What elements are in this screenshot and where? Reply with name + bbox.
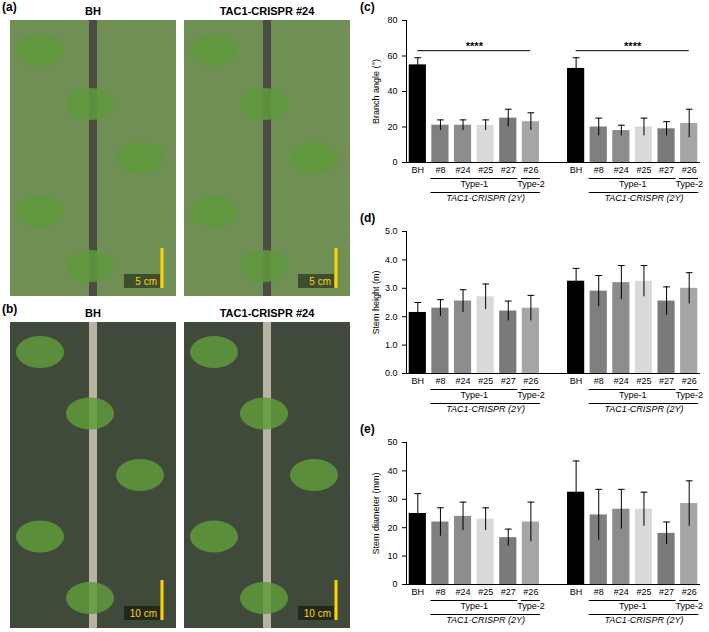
svg-text:#24: #24 xyxy=(614,165,629,175)
svg-text:TAC1-CRISPR (2Y): TAC1-CRISPR (2Y) xyxy=(446,404,525,414)
svg-text:5 cm: 5 cm xyxy=(309,276,331,287)
svg-text:3.0: 3.0 xyxy=(385,283,398,293)
svg-text:1.0: 1.0 xyxy=(385,340,398,350)
svg-text:#24: #24 xyxy=(614,587,629,597)
svg-text:#26: #26 xyxy=(682,376,697,386)
svg-text:TAC1-CRISPR (2Y): TAC1-CRISPR (2Y) xyxy=(605,404,684,414)
svg-text:Type-2: Type-2 xyxy=(675,390,703,400)
svg-text:5.0: 5.0 xyxy=(385,226,398,236)
html-text:(e): (e) xyxy=(360,422,375,436)
svg-text:Type-2: Type-2 xyxy=(675,601,703,611)
svg-text:10 cm: 10 cm xyxy=(304,608,331,619)
svg-text:Type-2: Type-2 xyxy=(517,390,545,400)
svg-text:BH: BH xyxy=(570,165,583,175)
svg-text:TAC1-CRISPR #24: TAC1-CRISPR #24 xyxy=(220,5,315,17)
svg-text:#24: #24 xyxy=(614,376,629,386)
svg-text:Type-1: Type-1 xyxy=(619,390,647,400)
svg-text:20: 20 xyxy=(387,523,397,533)
html-text:(c): (c) xyxy=(360,0,375,14)
svg-text:BH: BH xyxy=(412,376,425,386)
svg-text:BH: BH xyxy=(570,587,583,597)
svg-text:30: 30 xyxy=(387,494,397,504)
svg-text:#25: #25 xyxy=(636,376,651,386)
html-text:(a): (a) xyxy=(2,0,17,14)
svg-text:50: 50 xyxy=(387,437,397,447)
svg-text:TAC1-CRISPR (2Y): TAC1-CRISPR (2Y) xyxy=(605,193,684,203)
svg-text:80: 80 xyxy=(387,15,397,25)
svg-text:TAC1-CRISPR (2Y): TAC1-CRISPR (2Y) xyxy=(446,193,525,203)
svg-text:#25: #25 xyxy=(636,587,651,597)
svg-text:Stem diameter (mm): Stem diameter (mm) xyxy=(371,472,381,554)
svg-text:Type-1: Type-1 xyxy=(461,179,489,189)
svg-text:Branch angle (°): Branch angle (°) xyxy=(371,59,381,124)
svg-text:BH: BH xyxy=(85,5,101,17)
svg-text:4.0: 4.0 xyxy=(385,255,398,265)
svg-text:#24: #24 xyxy=(456,587,471,597)
svg-text:****: **** xyxy=(466,40,484,52)
svg-text:TAC1-CRISPR #24: TAC1-CRISPR #24 xyxy=(220,307,315,319)
svg-text:10 cm: 10 cm xyxy=(130,608,157,619)
svg-text:#27: #27 xyxy=(659,587,674,597)
svg-text:Type-1: Type-1 xyxy=(461,601,489,611)
svg-text:60: 60 xyxy=(387,51,397,61)
svg-text:2.0: 2.0 xyxy=(385,312,398,322)
svg-text:#27: #27 xyxy=(659,376,674,386)
svg-text:#26: #26 xyxy=(682,165,697,175)
svg-text:#25: #25 xyxy=(636,165,651,175)
svg-text:0.0: 0.0 xyxy=(385,368,398,378)
svg-text:#26: #26 xyxy=(523,165,538,175)
svg-text:40: 40 xyxy=(387,86,397,96)
svg-text:#8: #8 xyxy=(435,587,445,597)
svg-text:BH: BH xyxy=(570,376,583,386)
svg-text:Stem height (m): Stem height (m) xyxy=(371,270,381,334)
svg-text:5 cm: 5 cm xyxy=(135,276,157,287)
svg-text:#26: #26 xyxy=(682,587,697,597)
svg-text:#26: #26 xyxy=(523,376,538,386)
svg-text:40: 40 xyxy=(387,466,397,476)
svg-text:#26: #26 xyxy=(523,587,538,597)
svg-text:0: 0 xyxy=(392,157,397,167)
svg-text:20: 20 xyxy=(387,122,397,132)
svg-text:#27: #27 xyxy=(501,587,516,597)
svg-text:#8: #8 xyxy=(435,165,445,175)
svg-text:10: 10 xyxy=(387,551,397,561)
svg-text:#8: #8 xyxy=(594,376,604,386)
svg-text:#27: #27 xyxy=(659,165,674,175)
svg-text:#8: #8 xyxy=(435,376,445,386)
svg-text:#24: #24 xyxy=(456,165,471,175)
svg-text:****: **** xyxy=(624,40,642,52)
svg-text:Type-1: Type-1 xyxy=(619,601,647,611)
svg-text:Type-2: Type-2 xyxy=(517,179,545,189)
svg-text:#24: #24 xyxy=(456,376,471,386)
svg-text:#27: #27 xyxy=(501,165,516,175)
html-text:(b): (b) xyxy=(2,302,18,316)
svg-text:Type-2: Type-2 xyxy=(517,601,545,611)
svg-text:#27: #27 xyxy=(501,376,516,386)
svg-text:BH: BH xyxy=(412,165,425,175)
svg-text:Type-1: Type-1 xyxy=(461,390,489,400)
svg-text:#8: #8 xyxy=(594,165,604,175)
svg-text:TAC1-CRISPR (2Y): TAC1-CRISPR (2Y) xyxy=(605,615,684,625)
svg-text:BH: BH xyxy=(412,587,425,597)
svg-text:0: 0 xyxy=(392,579,397,589)
svg-text:BH: BH xyxy=(85,307,101,319)
svg-text:#25: #25 xyxy=(478,587,493,597)
html-text:(d): (d) xyxy=(360,211,376,225)
svg-text:#8: #8 xyxy=(594,587,604,597)
svg-text:#25: #25 xyxy=(478,165,493,175)
svg-text:Type-2: Type-2 xyxy=(675,179,703,189)
svg-text:TAC1-CRISPR (2Y): TAC1-CRISPR (2Y) xyxy=(446,615,525,625)
svg-text:Type-1: Type-1 xyxy=(619,179,647,189)
svg-text:#25: #25 xyxy=(478,376,493,386)
